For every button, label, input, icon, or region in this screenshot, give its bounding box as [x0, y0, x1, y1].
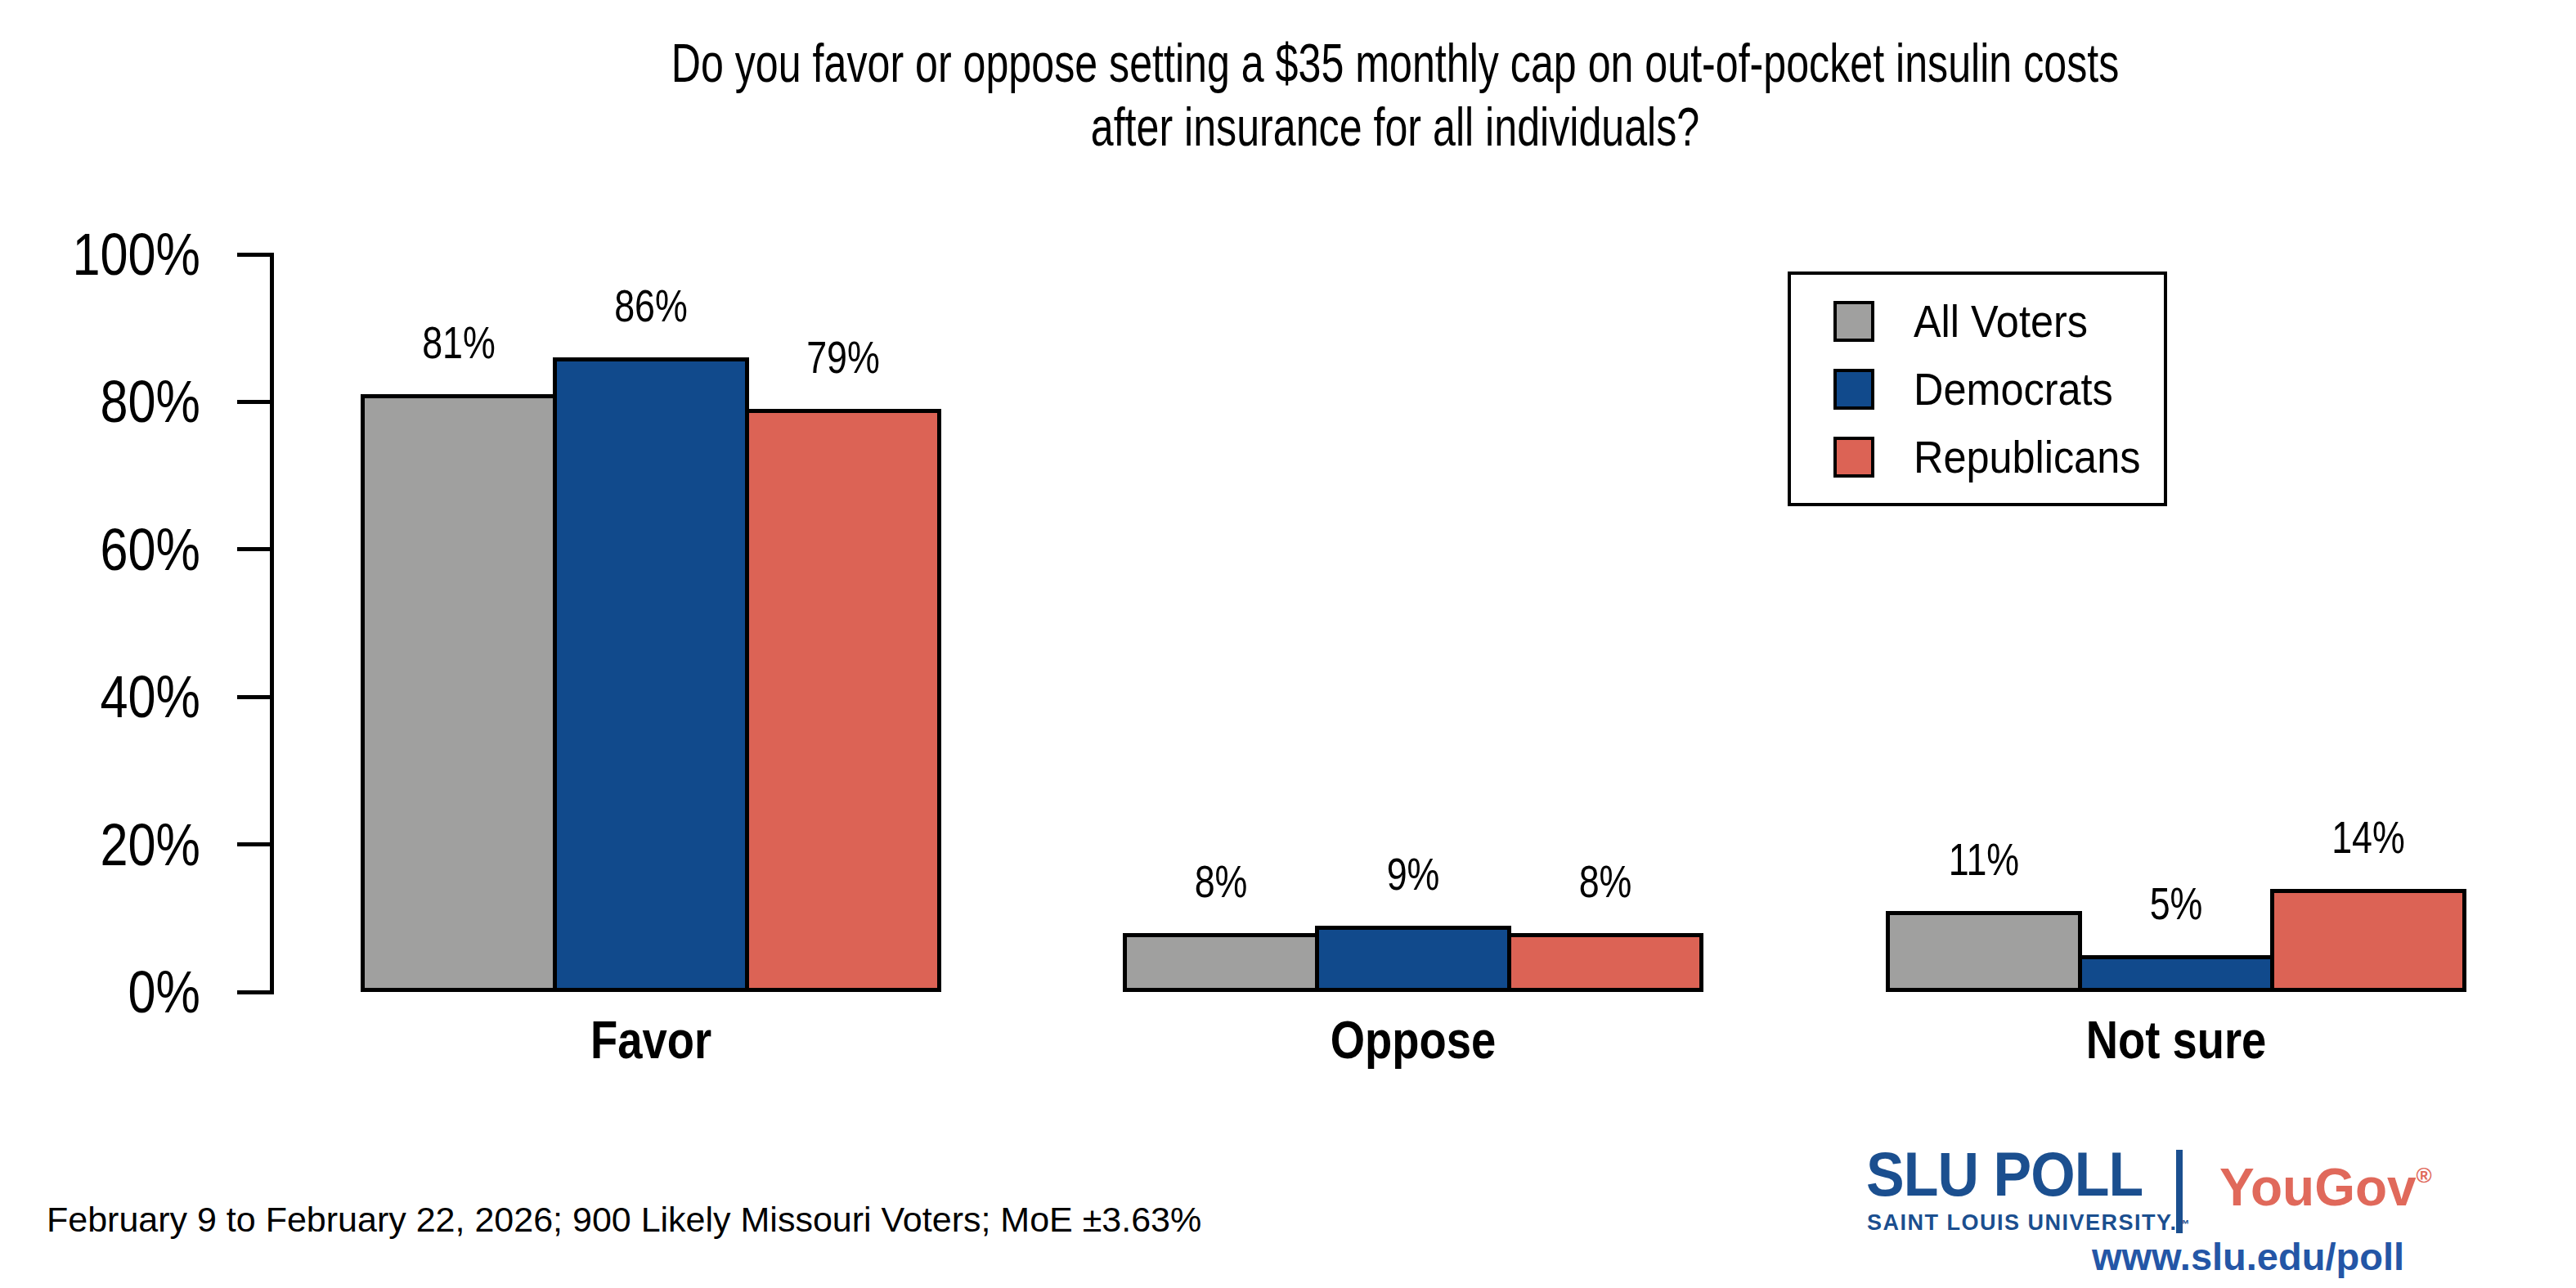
- legend-item-democrats: Democrats: [1833, 366, 2164, 412]
- bar-value-label: 79%: [745, 334, 941, 381]
- slu-university-wordmark: SAINT LOUIS UNIVERSITY.™: [1867, 1211, 2190, 1236]
- x-axis-category-label: Favor: [442, 1011, 859, 1070]
- legend-swatch: [1833, 437, 1874, 478]
- legend-box: All Voters Democrats Republicans: [1788, 272, 2167, 506]
- y-axis-tick-label: 20%: [20, 815, 200, 875]
- yougov-logo: YouGov®: [2219, 1148, 2432, 1214]
- bar-value-label: 8%: [1123, 858, 1319, 905]
- y-axis-tick: [237, 547, 272, 551]
- legend-label: Democrats: [1914, 366, 2113, 412]
- y-axis-tick: [237, 990, 272, 994]
- bar-republicans-favor: [745, 409, 941, 992]
- footnote: February 9 to February 22, 2026; 900 Lik…: [47, 1200, 1201, 1240]
- bar-value-label: 81%: [361, 319, 557, 366]
- bar-republicans-not-sure: [2270, 889, 2466, 992]
- slu-poll-logo: SLU POLL: [1866, 1142, 2143, 1207]
- y-axis-tick-label: 60%: [20, 519, 200, 580]
- yougov-text: YouGov: [2219, 1158, 2417, 1217]
- bar-democrats-oppose: [1315, 926, 1511, 992]
- y-axis-line: [270, 253, 274, 994]
- slu-poll-url: www.slu.edu/poll: [1963, 1236, 2404, 1277]
- bar-value-label: 9%: [1315, 850, 1511, 898]
- y-axis-tick-label: 100%: [20, 224, 200, 285]
- legend-item-all-voters: All Voters: [1833, 298, 2164, 344]
- legend-swatch: [1833, 301, 1874, 342]
- legend-label: All Voters: [1914, 298, 2088, 344]
- y-axis-tick-label: 80%: [20, 371, 200, 432]
- y-axis-tick: [237, 400, 272, 404]
- bar-value-label: 5%: [2078, 880, 2274, 927]
- legend-swatch: [1833, 369, 1874, 410]
- y-axis-tick: [237, 253, 272, 257]
- bar-democrats-favor: [553, 357, 749, 992]
- x-axis-category-label: Not sure: [1968, 1011, 2385, 1070]
- bar-all-voters-oppose: [1123, 933, 1319, 992]
- x-axis-category-label: Oppose: [1205, 1011, 1622, 1070]
- bar-value-label: 86%: [553, 282, 749, 330]
- bar-democrats-not-sure: [2078, 955, 2274, 992]
- slu-university-text: SAINT LOUIS UNIVERSITY.: [1867, 1210, 2178, 1235]
- y-axis-tick: [237, 842, 272, 846]
- registered-symbol: ®: [2417, 1163, 2432, 1187]
- bar-chart-plot: 0% 20% 40% 60% 80% 100% Favor 81%86%79% Oppose 8%…: [0, 0, 2576, 1288]
- bar-value-label: 8%: [1507, 858, 1703, 905]
- bar-republicans-oppose: [1507, 933, 1703, 992]
- bar-value-label: 14%: [2270, 814, 2466, 861]
- bar-all-voters-not-sure: [1886, 911, 2082, 992]
- bar-value-label: 11%: [1886, 836, 2082, 883]
- y-axis-tick-label: 0%: [20, 962, 200, 1022]
- bar-all-voters-favor: [361, 394, 557, 992]
- legend-item-republicans: Republicans: [1833, 434, 2164, 480]
- brand-divider: [2176, 1150, 2183, 1233]
- y-axis-tick-label: 40%: [20, 666, 200, 727]
- poll-chart-page: { "header": { "title_lines": [ "Do you f…: [0, 0, 2576, 1288]
- y-axis-tick: [237, 695, 272, 699]
- legend-label: Republicans: [1914, 434, 2140, 480]
